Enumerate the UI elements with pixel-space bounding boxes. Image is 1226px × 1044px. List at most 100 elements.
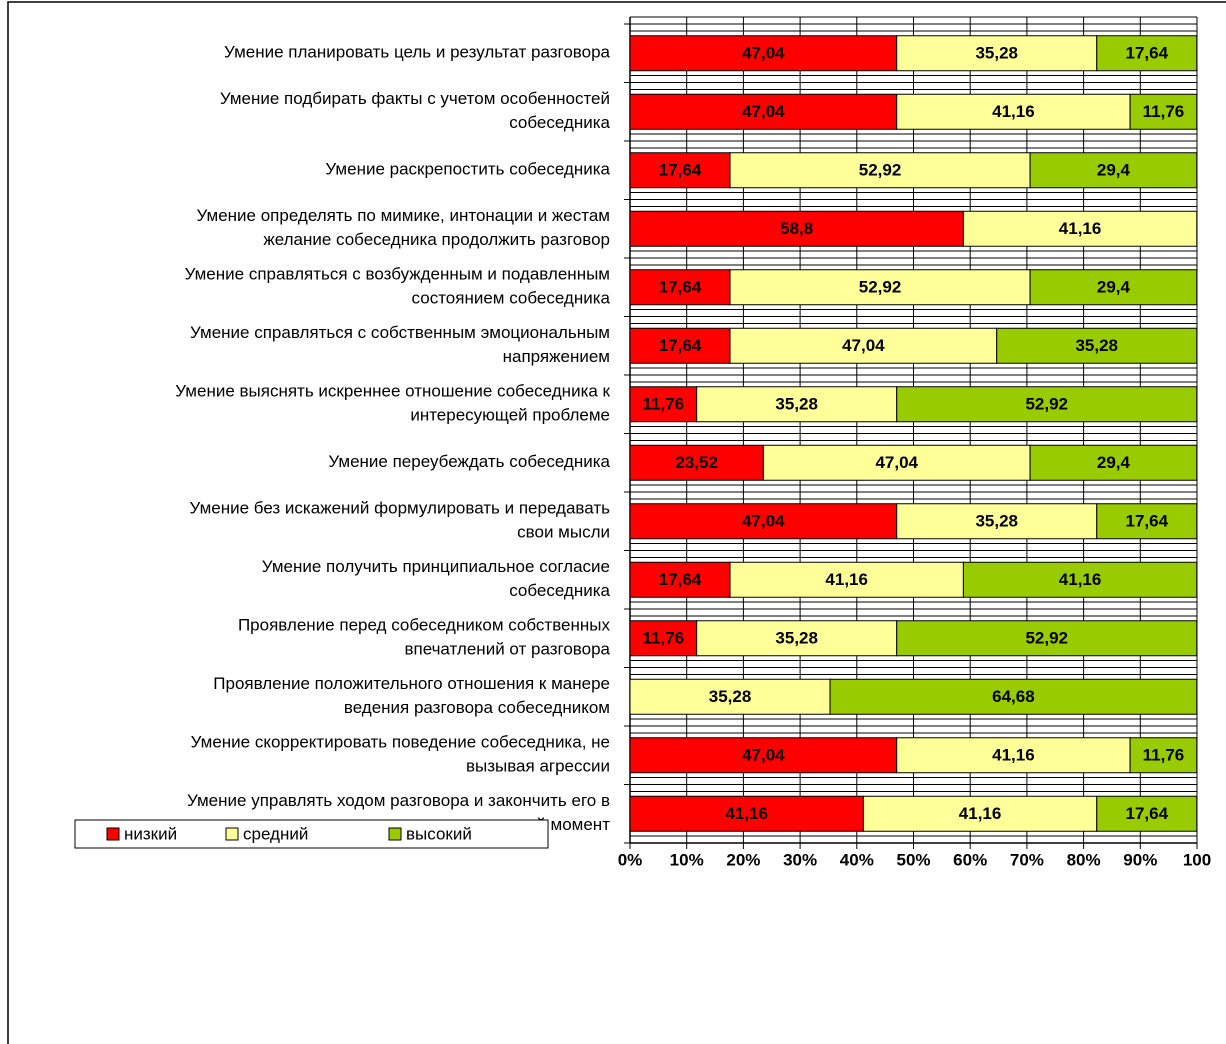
x-tick-label: 20%	[726, 850, 760, 869]
data-label: 29,4	[1097, 161, 1131, 180]
data-label: 35,28	[975, 44, 1018, 63]
data-label: 17,64	[1125, 44, 1168, 63]
bar-segment	[629, 678, 831, 715]
bar-segment	[729, 269, 1031, 306]
bar-segment	[629, 327, 731, 364]
x-tick-label: 90%	[1123, 850, 1157, 869]
data-label: 11,76	[643, 395, 685, 414]
category-label: Умение скорректировать поведение собесед…	[191, 733, 610, 776]
category-label: Проявление положительного отношения к ма…	[213, 674, 610, 717]
bar-segment	[829, 678, 1198, 715]
bar-segment	[962, 561, 1198, 598]
bar-segment	[629, 444, 764, 481]
category-label: Умение выяснять искреннее отношение собе…	[175, 382, 610, 425]
category-label: Умение подбирать факты с учетом особенно…	[220, 89, 611, 132]
data-label: 41,16	[725, 804, 768, 823]
data-label: 58,8	[780, 219, 813, 238]
data-label: 47,04	[742, 44, 785, 63]
bar-segment	[629, 386, 698, 423]
category-label: Умение без искажений формулировать и пер…	[190, 499, 611, 542]
bar-segment	[1029, 152, 1198, 189]
x-tick-label: 80%	[1067, 850, 1101, 869]
data-label: 35,28	[1075, 336, 1118, 355]
data-label: 41,16	[825, 570, 868, 589]
data-label: 35,28	[775, 629, 818, 648]
category-label: Проявление перед собеседником собственны…	[238, 616, 611, 659]
data-label: 47,04	[842, 336, 885, 355]
category-label: Умение раскрепостить собеседника	[325, 160, 610, 179]
category-label: Умение определять по мимике, интонации и…	[196, 206, 610, 249]
x-tick-label: 60%	[953, 850, 987, 869]
bar-segment	[629, 620, 698, 657]
data-label: 52,92	[1025, 395, 1068, 414]
data-label: 11,76	[1143, 102, 1185, 121]
data-label: 47,04	[742, 512, 785, 531]
data-label: 52,92	[859, 278, 902, 297]
legend-swatch	[388, 827, 402, 841]
data-label: 17,64	[1125, 512, 1168, 531]
category-label: Умение справляться с возбужденным и пода…	[185, 265, 611, 308]
bar-segment	[896, 620, 1198, 657]
bar-segment	[896, 386, 1198, 423]
bar-segment	[729, 561, 964, 598]
bar-segment	[696, 386, 898, 423]
bar-segment	[629, 35, 898, 72]
data-label: 11,76	[1143, 746, 1185, 765]
data-label: 52,92	[859, 161, 902, 180]
bar-segment	[629, 210, 964, 247]
bar-segment	[1029, 444, 1198, 481]
x-tick-label: 30%	[783, 850, 817, 869]
data-label: 35,28	[975, 512, 1018, 531]
bar-segment	[1096, 503, 1198, 540]
x-tick-label: 10%	[670, 850, 704, 869]
data-label: 17,64	[1125, 804, 1168, 823]
x-tick-label: 70%	[1010, 850, 1044, 869]
category-label: Умение получить принципиальное согласие с…	[262, 557, 611, 600]
data-label: 41,16	[992, 746, 1035, 765]
bar-segment	[862, 795, 1098, 832]
x-tick-label: 0%	[618, 850, 643, 869]
data-label: 17,64	[659, 161, 702, 180]
bar-segment	[996, 327, 1198, 364]
data-label: 11,76	[643, 629, 685, 648]
data-label: 17,64	[659, 336, 702, 355]
bar-segment	[629, 737, 898, 774]
bar-segment	[1029, 269, 1198, 306]
bar-segment	[729, 327, 998, 364]
data-label: 17,64	[659, 570, 702, 589]
data-label: 52,92	[1025, 629, 1068, 648]
bar-segment	[1096, 795, 1198, 832]
data-label: 29,4	[1097, 278, 1131, 297]
data-label: 47,04	[875, 453, 918, 472]
category-label: Умение переубеждать собеседника	[328, 452, 610, 471]
bar-segment	[896, 35, 1098, 72]
bar-segment	[1096, 35, 1198, 72]
x-tick-label: 50%	[896, 850, 930, 869]
bar-segment	[629, 503, 898, 540]
data-label: 41,16	[1059, 570, 1102, 589]
bar-segment	[1129, 737, 1198, 774]
bar-segment	[896, 737, 1131, 774]
category-label: Умение планировать цель и результат разг…	[224, 43, 610, 62]
bar-segment	[1129, 93, 1198, 130]
legend-label: низкий	[124, 824, 177, 843]
bar-segment	[762, 444, 1031, 481]
data-label: 29,4	[1097, 453, 1131, 472]
data-label: 47,04	[742, 102, 785, 121]
data-label: 41,16	[992, 102, 1035, 121]
bar-segment	[629, 795, 864, 832]
bar-segment	[629, 93, 898, 130]
data-label: 35,28	[709, 687, 752, 706]
x-tick-label: 40%	[840, 850, 874, 869]
data-label: 35,28	[775, 395, 818, 414]
legend-swatch	[225, 827, 239, 841]
data-label: 64,68	[992, 687, 1035, 706]
data-label: 17,64	[659, 278, 702, 297]
bar-segment	[729, 152, 1031, 189]
legend-box	[74, 819, 549, 849]
data-label: 47,04	[742, 746, 785, 765]
data-label: 23,52	[675, 453, 718, 472]
legend-swatch	[106, 827, 120, 841]
x-tick-label: 100	[1183, 850, 1211, 869]
